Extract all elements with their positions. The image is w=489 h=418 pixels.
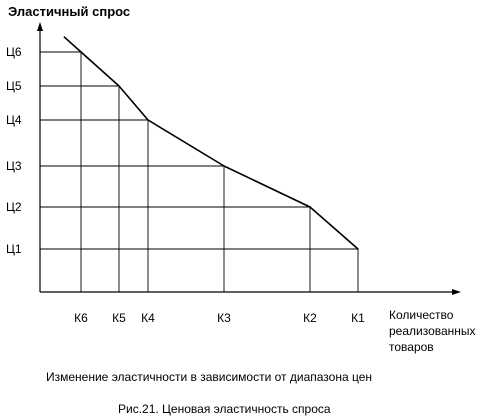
x-tick-label: К5: [112, 311, 126, 325]
chart-subtitle: Изменение эластичности в зависимости от …: [46, 370, 373, 384]
data-point-К1: [357, 248, 359, 250]
x-tick-label: К2: [303, 311, 317, 325]
data-point-К4: [147, 119, 149, 121]
x-axis-label-line-3: товаров: [389, 340, 434, 354]
x-tick-label: К3: [217, 311, 231, 325]
x-tick-label: К1: [351, 311, 365, 325]
x-axis-label-line-1: Количество: [389, 308, 454, 322]
demand-curve-line: [63, 36, 359, 250]
data-point-К3: [223, 165, 225, 167]
data-point-К5: [118, 85, 120, 87]
y-tick-label: Ц5: [6, 79, 22, 93]
x-tick-label: К4: [141, 311, 155, 325]
y-axis-label: Эластичный спрос: [8, 4, 130, 19]
figure-caption: Рис.21. Ценовая эластичность спроса: [118, 402, 331, 416]
tick-labels: К6 К5 К4 К3 К2 К1 Ц1 Ц2 Ц3 Ц4 Ц5 Ц6: [6, 45, 365, 325]
demand-curve: [63, 36, 359, 250]
x-tick-label: К6: [74, 311, 88, 325]
data-point-К2: [309, 206, 311, 208]
x-axis-label-line-2: реализованных: [389, 324, 476, 338]
y-axis-arrow: [37, 22, 43, 31]
y-tick-label: Ц4: [6, 113, 22, 127]
grid-lines: [40, 51, 359, 292]
y-tick-label: Ц2: [6, 200, 22, 214]
data-point-К6: [80, 51, 82, 53]
y-tick-label: Ц6: [6, 45, 22, 59]
x-axis-arrow: [452, 289, 461, 295]
y-tick-label: Ц1: [6, 242, 22, 256]
axes: [37, 22, 461, 295]
x-axis-label: Количество реализованных товаров: [389, 308, 479, 354]
y-tick-label: Ц3: [6, 159, 22, 173]
